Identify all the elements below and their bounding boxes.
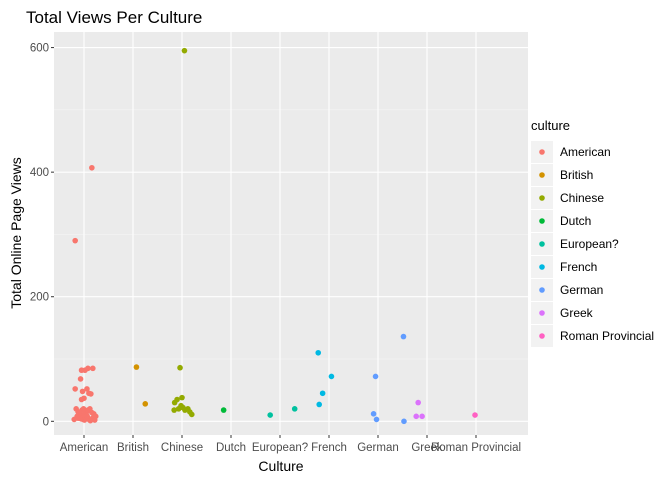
legend-label: British (560, 168, 593, 182)
data-point (373, 416, 380, 423)
data-point (79, 388, 86, 395)
legend-marker (539, 333, 545, 339)
data-point (372, 373, 379, 380)
data-point (413, 413, 420, 420)
y-tick-label: 0 (43, 416, 49, 428)
data-point (72, 386, 78, 392)
data-point (181, 47, 188, 54)
data-point (400, 333, 407, 340)
data-point (89, 164, 95, 171)
legend-label: Chinese (560, 191, 604, 205)
x-tick-label: European? (252, 442, 308, 454)
legend-label: Greek (560, 306, 594, 320)
data-point (90, 365, 96, 372)
y-axis-title: Total Online Page Views (8, 157, 24, 309)
x-tick-label: Chinese (161, 442, 203, 454)
y-tick-label: 400 (30, 167, 49, 179)
legend-label: Roman Provincial (560, 329, 654, 343)
plot-panel (54, 32, 528, 435)
data-point (291, 406, 298, 412)
y-tick-label: 600 (30, 43, 49, 55)
data-points (71, 47, 478, 425)
legend-marker (539, 287, 545, 293)
legend-marker (539, 310, 545, 316)
data-point (92, 413, 99, 420)
data-point (171, 407, 177, 413)
data-point (179, 394, 185, 401)
legend: culture American British Chinese Dutch Europ… (531, 118, 654, 347)
data-point (328, 373, 335, 380)
data-point (315, 349, 322, 356)
data-point (267, 412, 274, 418)
x-tick-label: American (60, 442, 109, 454)
data-point (189, 411, 195, 418)
data-point (472, 412, 478, 418)
data-point (419, 413, 425, 420)
x-axis-title: Culture (258, 458, 303, 474)
legend-label: American (560, 145, 611, 159)
legend-label: Dutch (560, 214, 591, 228)
legend-title: culture (531, 118, 570, 133)
legend-marker (539, 218, 545, 224)
legend-label: German (560, 283, 603, 297)
x-tick-label: British (117, 442, 149, 454)
data-point (88, 391, 94, 397)
data-point (77, 376, 84, 382)
x-tick-label: Greek (411, 442, 443, 454)
data-point (85, 365, 91, 372)
legend-marker (539, 149, 545, 155)
legend-marker (539, 264, 545, 270)
legend-marker (539, 195, 545, 201)
x-tick-label: Roman Provincial (431, 442, 521, 454)
x-tick-label: Dutch (216, 442, 246, 454)
chart-title: Total Views Per Culture (26, 8, 202, 27)
data-point (72, 237, 78, 244)
grid-lines (54, 32, 528, 435)
data-point (71, 416, 77, 423)
data-point (133, 364, 140, 370)
data-point (319, 390, 326, 397)
data-point (401, 418, 407, 425)
data-point (174, 396, 180, 403)
data-point (370, 411, 377, 417)
x-tick-label: French (311, 442, 347, 454)
legend-marker (539, 172, 545, 178)
x-axis: American British Chinese Dutch European? Fren… (60, 435, 521, 454)
y-axis: 0 200 400 600 (30, 43, 54, 428)
data-point (415, 399, 421, 406)
data-point (142, 401, 149, 407)
data-point (84, 386, 90, 392)
legend-label: French (560, 260, 597, 274)
x-tick-label: German (357, 442, 399, 454)
data-point (81, 395, 87, 402)
data-point (316, 401, 323, 408)
legend-label: European? (560, 237, 619, 251)
data-point (84, 412, 90, 419)
data-point (177, 364, 183, 371)
data-point (220, 407, 227, 413)
legend-marker (539, 241, 545, 247)
y-tick-label: 200 (30, 292, 49, 304)
